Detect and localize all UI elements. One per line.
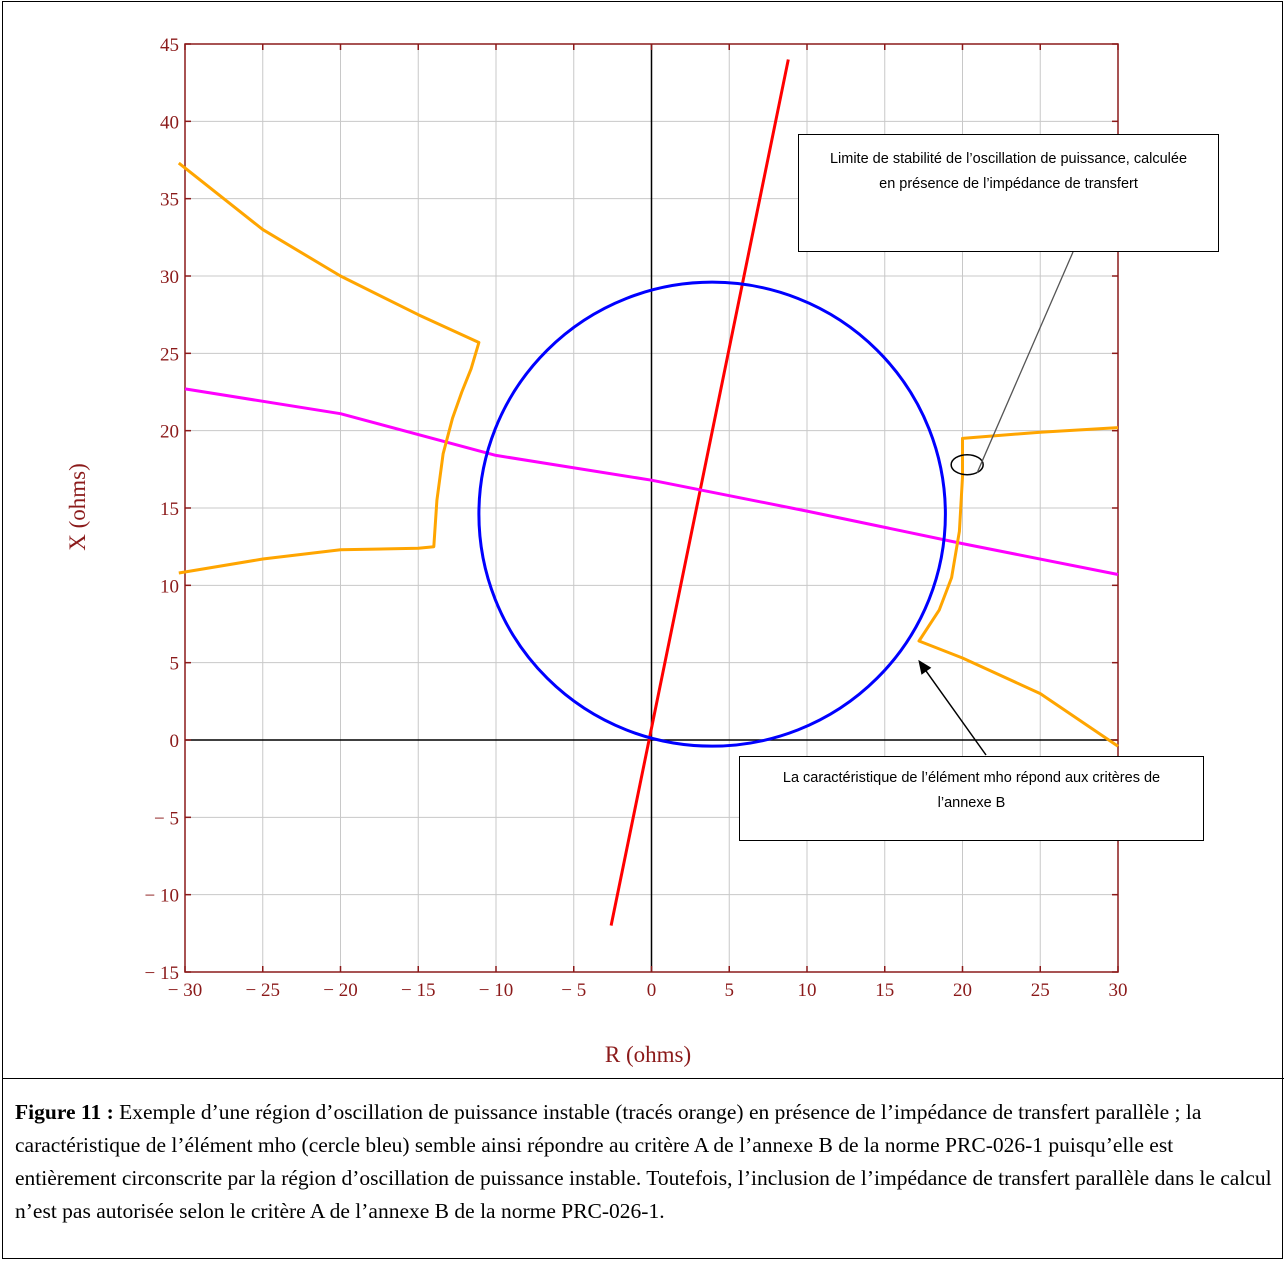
- annotation-arrows: [918, 251, 1074, 756]
- y-tick-label: 45: [160, 35, 179, 56]
- stability-limit-callout-text: Limite de stabilité de l’oscillation de …: [829, 151, 1188, 192]
- y-tick-label: 0: [170, 731, 180, 752]
- mho-criteria-callout-text: La caractéristique de l’élément mho répo…: [782, 770, 1161, 811]
- mho-criteria-arrow-line: [919, 662, 987, 756]
- figure-label: Figure 11 :: [15, 1100, 114, 1124]
- stability-limit-leader: [976, 251, 1074, 473]
- y-tick-label: 40: [160, 112, 179, 133]
- y-tick-label: 20: [160, 422, 179, 443]
- x-tick-label: 10: [798, 980, 817, 1001]
- y-axis-label: X (ohms): [65, 463, 90, 551]
- orange-unstable-region-4: [917, 426, 1119, 748]
- x-tick-label: 20: [953, 980, 972, 1001]
- figure-caption-text: Exemple d’une région d’oscillation de pu…: [15, 1100, 1272, 1223]
- x-tick-label: − 10: [479, 980, 513, 1001]
- y-tick-label: − 5: [154, 808, 179, 829]
- chart-series: [177, 59, 1119, 926]
- x-tick-label: 25: [1031, 980, 1050, 1001]
- x-tick-label: − 15: [401, 980, 435, 1001]
- x-tick-label: 15: [875, 980, 894, 1001]
- stability-limit-callout: Limite de stabilité de l’oscillation de …: [798, 134, 1219, 252]
- x-axis-label: R (ohms): [605, 1042, 691, 1067]
- x-tick-label: 0: [647, 980, 657, 1001]
- x-tick-label: − 25: [246, 980, 280, 1001]
- x-tick-label: 5: [725, 980, 735, 1001]
- red-impedance-line-0: [609, 59, 790, 926]
- y-tick-label: 35: [160, 190, 179, 211]
- stability-limit-marker: [950, 453, 984, 476]
- y-tick-label: 30: [160, 267, 179, 288]
- y-axis-ticks: − 15 − 10 − 5 0 5 10 15 20 25 30 35 40 45: [145, 35, 1118, 984]
- y-tick-label: 5: [170, 654, 180, 675]
- mho-circle: [477, 280, 947, 748]
- x-tick-label: 30: [1109, 980, 1128, 1001]
- caption-divider: [3, 1078, 1284, 1079]
- x-tick-label: − 30: [168, 980, 202, 1001]
- x-axis-ticks: − 30 − 25 − 20 − 15 − 10 − 5 0 5 10 15 20 25 30: [168, 44, 1128, 1001]
- x-tick-label: − 5: [561, 980, 586, 1001]
- mho-criteria-callout: La caractéristique de l’élément mho répo…: [739, 756, 1204, 841]
- y-tick-label: 25: [160, 344, 179, 365]
- y-tick-label: 15: [160, 499, 179, 520]
- figure-caption: Figure 11 : Exemple d’une région d’oscil…: [15, 1096, 1277, 1228]
- x-tick-label: − 20: [323, 980, 357, 1001]
- y-tick-label: − 15: [145, 963, 179, 984]
- y-tick-label: 10: [160, 576, 179, 597]
- y-tick-label: − 10: [145, 886, 179, 907]
- magenta-line-1: [184, 387, 1119, 576]
- mho-criteria-arrow-head: [918, 659, 932, 675]
- orange-unstable-region-3: [177, 161, 481, 575]
